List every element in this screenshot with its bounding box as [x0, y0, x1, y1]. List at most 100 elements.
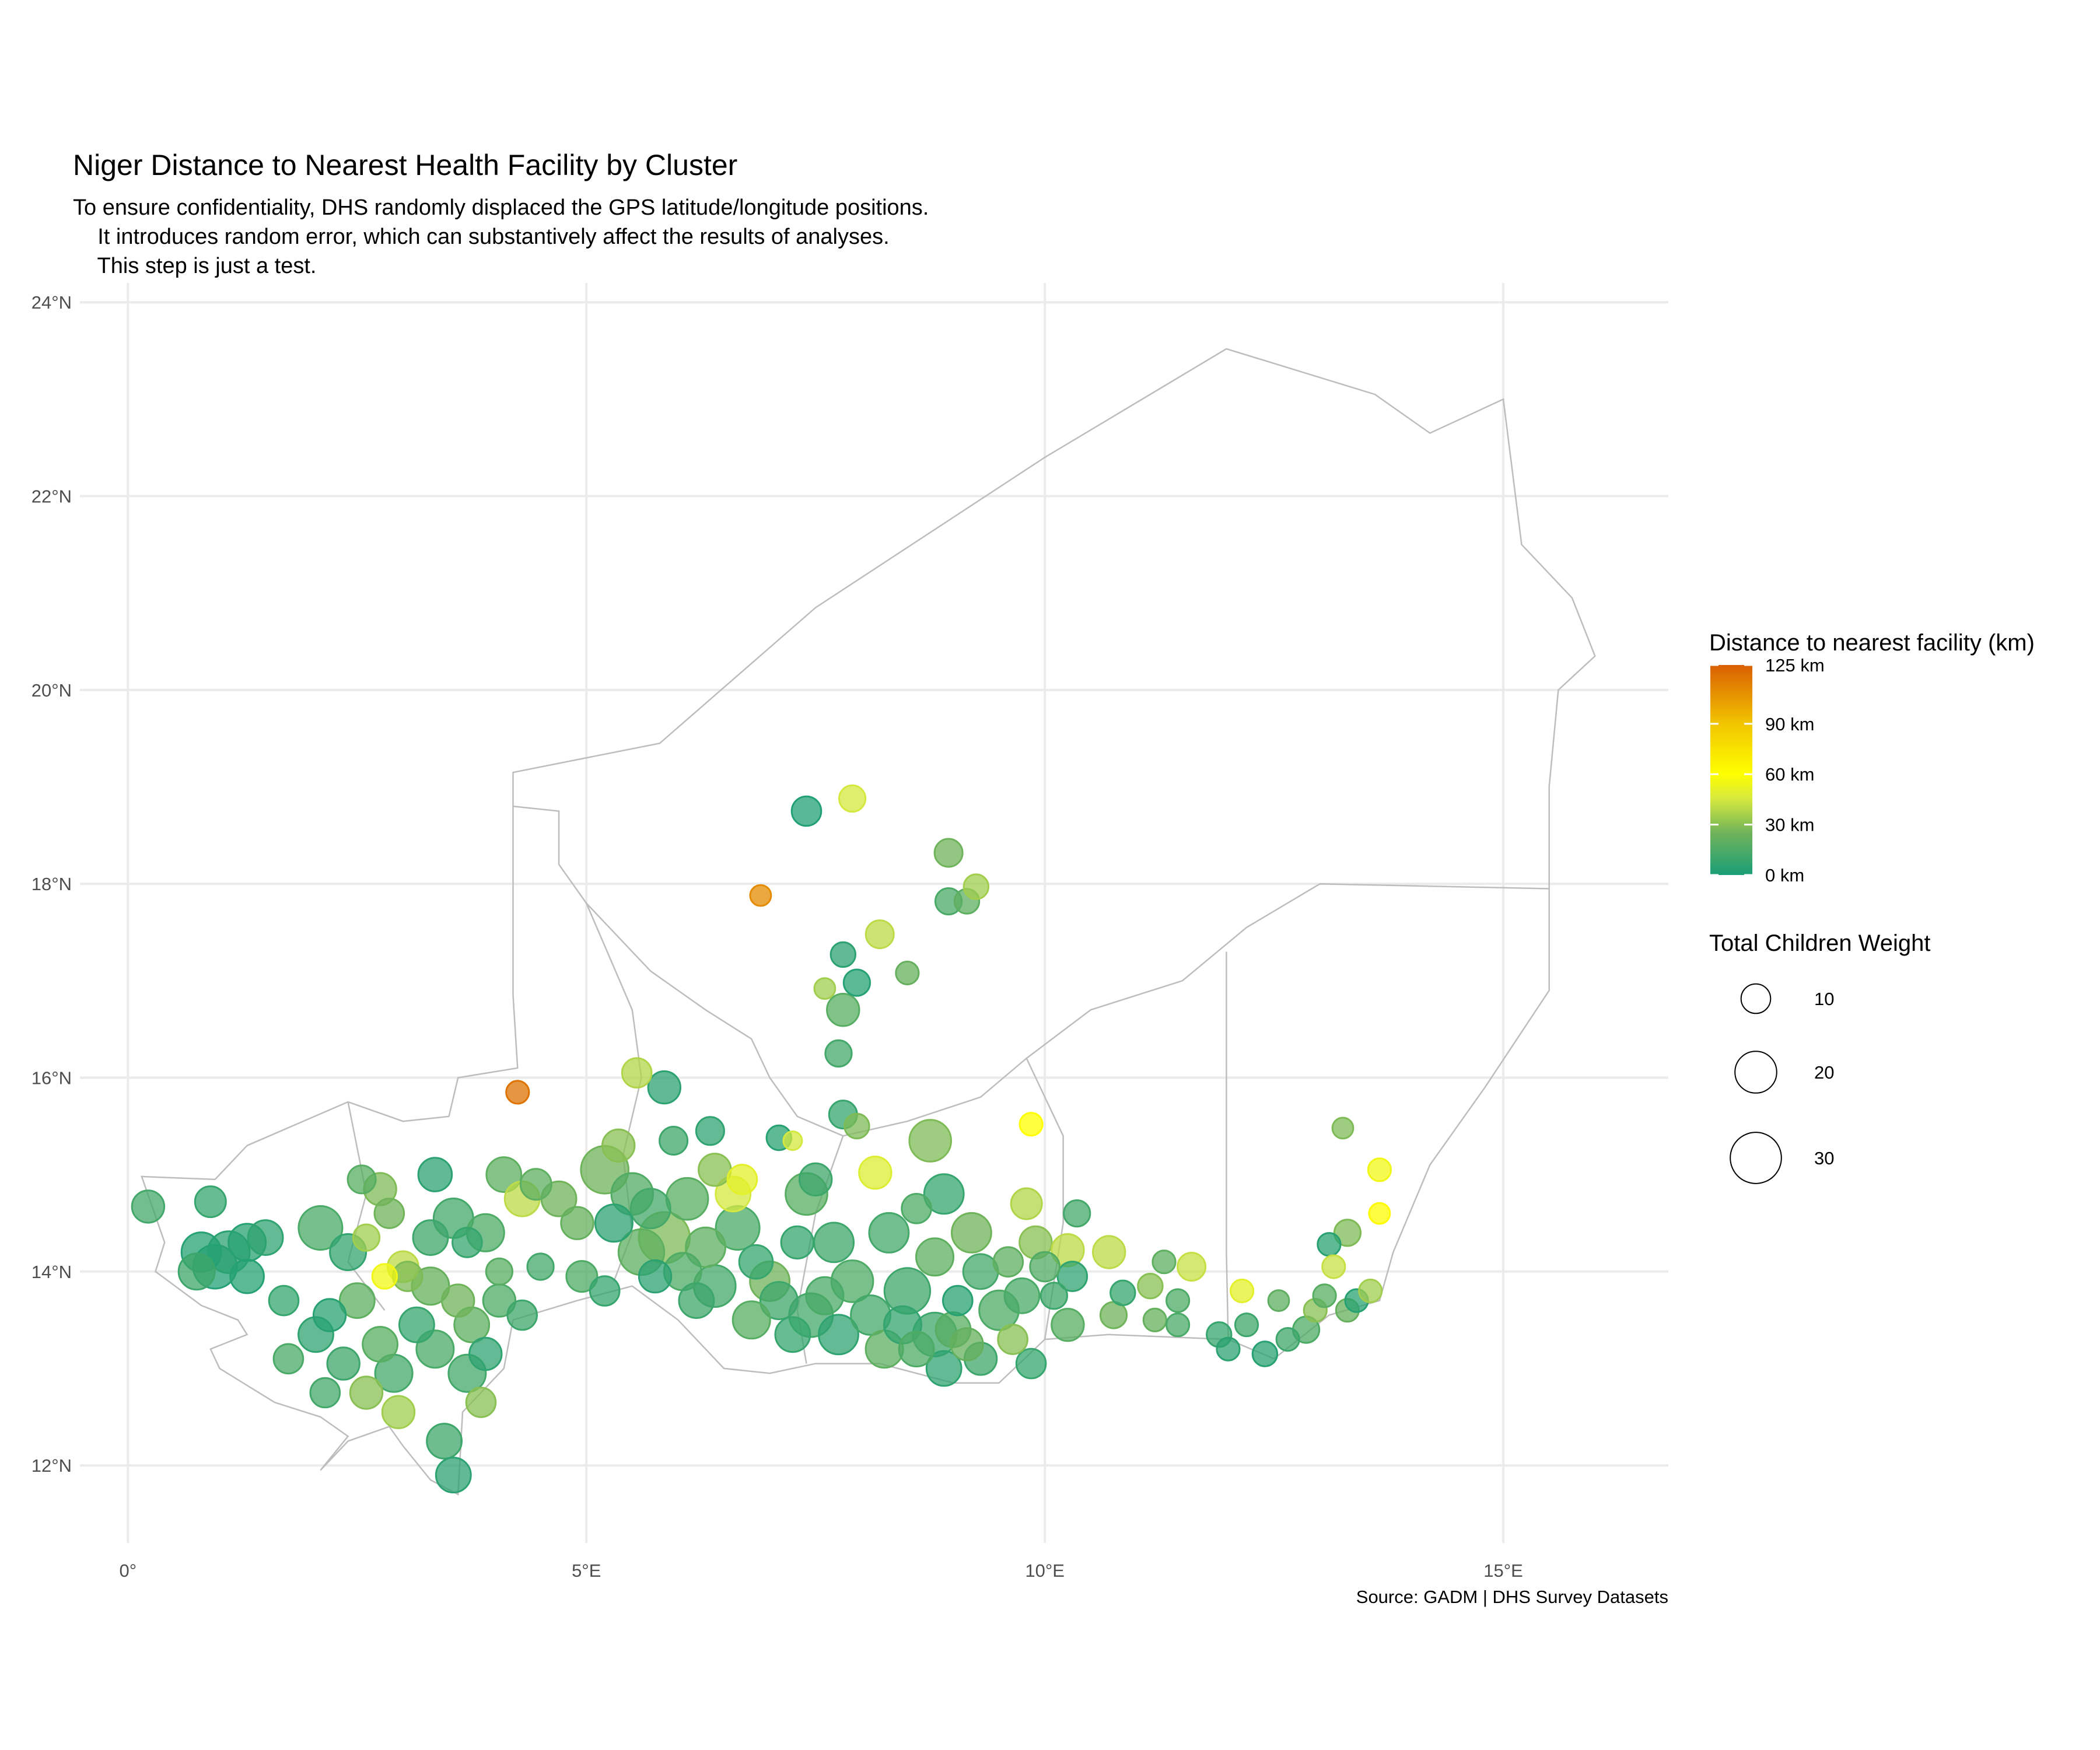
size-legend-label: 10: [1814, 989, 1834, 1009]
cluster-point: [1234, 1312, 1259, 1338]
size-legend: Total Children Weight 10 20 30: [1709, 930, 1930, 1184]
cluster-point: [1312, 1283, 1337, 1308]
cluster-point: [749, 884, 772, 907]
cluster-point: [601, 1128, 636, 1163]
size-legend-label: 20: [1814, 1062, 1834, 1083]
cluster-point: [465, 1387, 497, 1418]
cluster-point: [732, 1300, 771, 1340]
cluster-point: [842, 968, 872, 997]
cluster-point: [695, 1116, 725, 1146]
cluster-point: [362, 1326, 398, 1363]
cluster-point: [864, 919, 895, 950]
region-border: [513, 805, 1549, 1137]
cluster-point: [1317, 1232, 1342, 1257]
subtitle-line-1: To ensure confidentiality, DHS randomly …: [73, 195, 929, 220]
cluster-point: [338, 1282, 376, 1320]
cluster-point: [759, 1281, 799, 1321]
cluster-point: [813, 977, 836, 1000]
cluster-point: [818, 1314, 859, 1356]
cluster-point: [805, 1276, 845, 1315]
cluster-point: [780, 1225, 815, 1260]
cluster-point: [309, 1377, 341, 1409]
color-legend: Distance to nearest facility (km) 0 km 30…: [1709, 630, 2035, 886]
cluster-point: [381, 1395, 416, 1429]
cluster-point: [352, 1223, 381, 1252]
cluster-point: [247, 1219, 284, 1256]
color-tick-label: 90 km: [1765, 714, 1814, 734]
cluster-point: [1368, 1202, 1391, 1225]
cluster-point: [898, 1331, 935, 1368]
size-legend-key: [1734, 1051, 1777, 1094]
x-tick-label: 15°E: [1483, 1560, 1523, 1581]
cluster-point: [1267, 1289, 1290, 1312]
cluster-point: [726, 1164, 758, 1195]
y-tick-label: 24°N: [32, 292, 72, 313]
region-border: [1226, 951, 1229, 1340]
cluster-point: [951, 1212, 992, 1254]
cluster-point: [923, 1173, 965, 1215]
cluster-point: [858, 1156, 892, 1190]
cluster-point: [177, 1252, 216, 1291]
cluster-point: [194, 1185, 227, 1219]
x-tick-label: 5°E: [572, 1560, 601, 1581]
cluster-point: [824, 1039, 853, 1068]
cluster-point: [895, 960, 920, 986]
cluster-point: [638, 1259, 673, 1294]
cluster-point: [560, 1206, 594, 1240]
cluster-point: [963, 873, 990, 900]
cluster-point: [1019, 1112, 1044, 1137]
chart-caption: Source: GADM | DHS Survey Datasets: [1356, 1587, 1668, 1607]
cluster-point: [868, 1212, 910, 1254]
cluster-point: [485, 1257, 514, 1286]
cluster-point: [506, 1299, 538, 1331]
cluster-point: [1177, 1252, 1207, 1282]
cluster-point: [346, 1164, 377, 1195]
cluster-point: [830, 941, 857, 968]
color-legend-ticks: 0 km 30 km 60 km 90 km 125 km: [1710, 655, 1825, 886]
cluster-point: [997, 1324, 1028, 1355]
subtitle-line-3: This step is just a test.: [73, 254, 316, 278]
cluster-point: [738, 1244, 774, 1280]
cluster-point: [665, 1177, 709, 1221]
cluster-point: [942, 1284, 974, 1317]
cluster-point: [594, 1203, 634, 1243]
cluster-point: [326, 1346, 360, 1381]
cluster-point: [838, 784, 867, 813]
region-border: [1026, 1058, 1064, 1340]
cluster-point: [1275, 1327, 1300, 1352]
cluster-point: [782, 1130, 803, 1151]
y-tick-label: 18°N: [32, 874, 72, 894]
color-legend-title: Distance to nearest facility (km): [1709, 630, 2035, 656]
cluster-point: [901, 1193, 932, 1224]
y-tick-label: 14°N: [32, 1262, 72, 1282]
cluster-point: [1029, 1251, 1060, 1283]
cluster-point: [272, 1343, 304, 1375]
cluster-point: [1063, 1199, 1091, 1228]
color-tick-label: 0 km: [1765, 865, 1804, 886]
cluster-point: [925, 1350, 963, 1387]
cluster-point: [790, 795, 822, 827]
cluster-point: [298, 1205, 344, 1251]
y-tick-label: 12°N: [32, 1455, 72, 1476]
cluster-point: [1092, 1235, 1126, 1269]
cluster-point: [1358, 1278, 1383, 1304]
cluster-point: [1137, 1273, 1164, 1300]
cluster-point: [826, 993, 860, 1027]
cluster-point: [1051, 1308, 1085, 1342]
x-tick-label: 10°E: [1025, 1560, 1065, 1581]
color-legend-bar: [1710, 665, 1752, 875]
cluster-point: [268, 1284, 300, 1317]
cluster-point: [589, 1275, 621, 1307]
cluster-point: [1152, 1250, 1177, 1275]
x-tick-label: 0°: [119, 1560, 136, 1581]
cluster-point: [312, 1298, 347, 1332]
cluster-points: [131, 784, 1392, 1494]
cluster-point: [915, 1237, 954, 1277]
cluster-point: [629, 1188, 671, 1230]
cluster-point: [505, 1080, 530, 1105]
color-tick-label: 60 km: [1765, 764, 1814, 785]
cluster-point: [435, 1457, 472, 1494]
cluster-point: [398, 1306, 435, 1343]
cluster-point: [659, 1126, 689, 1156]
